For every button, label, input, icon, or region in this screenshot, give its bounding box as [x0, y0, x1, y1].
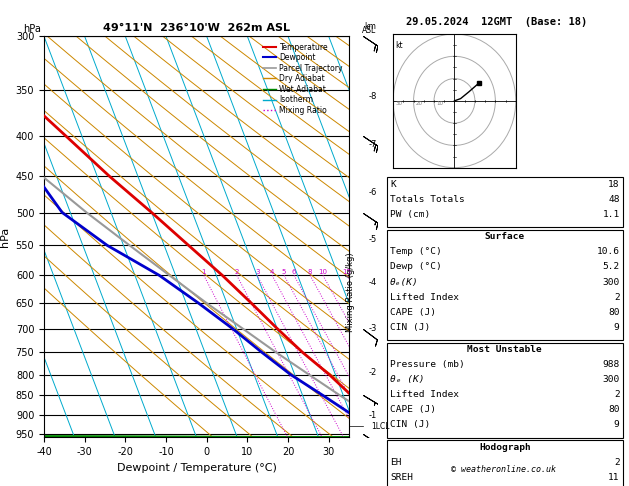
Text: -5: -5 — [369, 235, 377, 243]
Text: 20: 20 — [416, 101, 423, 106]
Text: 3: 3 — [255, 269, 259, 276]
Text: 30: 30 — [395, 101, 402, 106]
Text: 15: 15 — [343, 269, 352, 276]
Text: 2: 2 — [614, 293, 620, 302]
Title: 49°11'N  236°10'W  262m ASL: 49°11'N 236°10'W 262m ASL — [103, 23, 290, 33]
Text: 2: 2 — [614, 458, 620, 467]
Text: K: K — [390, 180, 396, 189]
Text: 8: 8 — [308, 269, 313, 276]
Text: EH: EH — [390, 458, 401, 467]
Text: 1: 1 — [202, 269, 206, 276]
Text: -6: -6 — [369, 188, 377, 197]
Text: © weatheronline.co.uk: © weatheronline.co.uk — [451, 465, 555, 474]
Text: 2: 2 — [235, 269, 239, 276]
Text: -7: -7 — [369, 139, 377, 149]
Text: 18: 18 — [608, 180, 620, 189]
Text: -3: -3 — [369, 324, 377, 333]
Text: 10: 10 — [318, 269, 328, 276]
Text: -1: -1 — [369, 411, 377, 419]
Text: 10.6: 10.6 — [596, 247, 620, 257]
Text: Most Unstable: Most Unstable — [467, 345, 542, 354]
Text: Hodograph: Hodograph — [479, 443, 531, 452]
Text: CAPE (J): CAPE (J) — [390, 405, 436, 415]
Text: 300: 300 — [603, 375, 620, 384]
Text: CIN (J): CIN (J) — [390, 420, 430, 430]
Text: 9: 9 — [614, 323, 620, 332]
Text: 10: 10 — [436, 101, 443, 106]
Text: Dewp (°C): Dewp (°C) — [390, 262, 442, 272]
Text: 1.1: 1.1 — [603, 210, 620, 219]
Text: ASL: ASL — [362, 26, 377, 35]
Text: Lifted Index: Lifted Index — [390, 293, 459, 302]
Text: kt: kt — [395, 41, 403, 50]
Text: -2: -2 — [369, 368, 377, 377]
Text: 48: 48 — [608, 195, 620, 204]
Text: 80: 80 — [608, 405, 620, 415]
Text: 5.2: 5.2 — [603, 262, 620, 272]
Text: SREH: SREH — [390, 473, 413, 482]
Text: 5: 5 — [282, 269, 286, 276]
Text: -8: -8 — [369, 92, 377, 101]
Text: 300: 300 — [603, 278, 620, 287]
Text: Pressure (mb): Pressure (mb) — [390, 360, 465, 369]
Text: CAPE (J): CAPE (J) — [390, 308, 436, 317]
Text: CIN (J): CIN (J) — [390, 323, 430, 332]
Text: θₑ(K): θₑ(K) — [390, 278, 419, 287]
Text: 29.05.2024  12GMT  (Base: 18): 29.05.2024 12GMT (Base: 18) — [406, 17, 587, 27]
Text: 4: 4 — [270, 269, 274, 276]
Text: Surface: Surface — [485, 232, 525, 242]
Text: 80: 80 — [608, 308, 620, 317]
Text: km: km — [365, 22, 377, 31]
Text: Temp (°C): Temp (°C) — [390, 247, 442, 257]
Text: 2: 2 — [614, 390, 620, 399]
Text: θₑ (K): θₑ (K) — [390, 375, 425, 384]
Text: Totals Totals: Totals Totals — [390, 195, 465, 204]
Text: 988: 988 — [603, 360, 620, 369]
Text: Mixing Ratio (g/kg): Mixing Ratio (g/kg) — [347, 252, 355, 332]
Text: 11: 11 — [608, 473, 620, 482]
Text: 6: 6 — [292, 269, 296, 276]
Text: Lifted Index: Lifted Index — [390, 390, 459, 399]
Text: -4: -4 — [369, 278, 377, 287]
Text: 1LCL: 1LCL — [371, 422, 389, 431]
X-axis label: Dewpoint / Temperature (°C): Dewpoint / Temperature (°C) — [116, 463, 277, 473]
Text: hPa: hPa — [23, 24, 40, 35]
Y-axis label: hPa: hPa — [0, 227, 10, 247]
Legend: Temperature, Dewpoint, Parcel Trajectory, Dry Adiabat, Wet Adiabat, Isotherm, Mi: Temperature, Dewpoint, Parcel Trajectory… — [260, 40, 345, 117]
Text: 9: 9 — [614, 420, 620, 430]
Text: PW (cm): PW (cm) — [390, 210, 430, 219]
